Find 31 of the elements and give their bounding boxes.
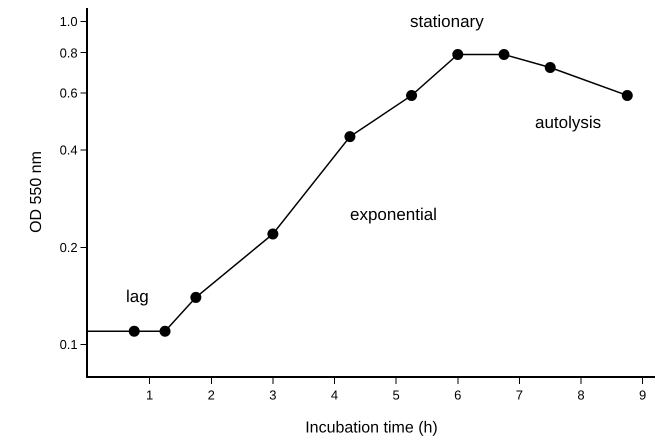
- point: [160, 326, 171, 337]
- y-tick-label: 0.1: [60, 337, 78, 352]
- point: [452, 48, 464, 60]
- point: [498, 48, 510, 60]
- x-tick-label: 7: [516, 387, 524, 402]
- x-tick-label: 8: [577, 387, 585, 402]
- point: [622, 90, 633, 101]
- y-axis-title: OD 550 nm: [28, 151, 45, 233]
- annotation: autolysis: [535, 113, 602, 132]
- annotation: lag: [126, 287, 149, 306]
- x-tick-label: 5: [392, 387, 400, 402]
- x-tick-label: 4: [330, 387, 338, 402]
- y-tick-label: 0.6: [60, 86, 78, 101]
- point: [128, 326, 140, 337]
- annotation: stationary: [410, 12, 484, 31]
- x-tick-label: 1: [146, 387, 154, 402]
- x-axis-title: Incubation time (h): [305, 420, 438, 437]
- y-tick-label: 0.8: [60, 45, 78, 60]
- point: [406, 90, 418, 101]
- annotation: exponential: [350, 205, 437, 224]
- x-tick-label: 3: [269, 387, 277, 402]
- x-tick-label: 9: [639, 387, 646, 402]
- y-tick-label: 0.2: [60, 240, 78, 255]
- x-tick-label: 6: [454, 387, 462, 402]
- point: [190, 292, 202, 303]
- y-tick-label: 1.0: [60, 14, 78, 29]
- point: [544, 62, 556, 73]
- point: [344, 131, 356, 142]
- point: [267, 228, 278, 240]
- y-tick-label: 0.4: [60, 142, 78, 158]
- x-tick-label: 2: [208, 387, 215, 402]
